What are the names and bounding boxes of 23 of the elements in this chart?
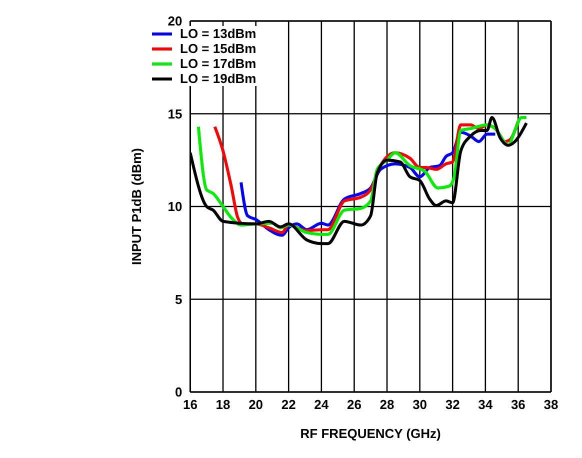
x-tick-label: 16 xyxy=(182,397,198,412)
x-tick-label: 36 xyxy=(510,397,526,412)
y-axis-title: INPUT P1dB (dBm) xyxy=(128,148,144,265)
x-tick-label: 38 xyxy=(544,397,558,412)
x-tick-label: 30 xyxy=(412,397,428,412)
x-tick-label: 32 xyxy=(445,397,460,412)
x-tick-label: 18 xyxy=(216,397,230,412)
y-tick-label: 10 xyxy=(168,199,182,214)
x-tick-label: 28 xyxy=(380,397,394,412)
x-axis-title: RF FREQUENCY (GHz) xyxy=(300,426,441,441)
legend-label: LO = 13dBm xyxy=(180,26,256,41)
x-tick-label: 24 xyxy=(314,397,330,412)
x-tick-label: 26 xyxy=(346,397,362,412)
legend-label: LO = 15dBm xyxy=(180,41,256,56)
legend-label: LO = 19dBm xyxy=(180,71,256,86)
y-tick-label: 5 xyxy=(174,292,182,307)
x-tick-label: 34 xyxy=(478,397,494,412)
x-tick-label: 22 xyxy=(281,397,296,412)
y-tick-label: 0 xyxy=(174,384,182,400)
y-tick-label: 15 xyxy=(168,106,182,122)
x-tick-label: 20 xyxy=(248,397,264,412)
y-tick-label: 20 xyxy=(168,14,182,29)
legend-label: LO = 17dBm xyxy=(180,56,256,71)
